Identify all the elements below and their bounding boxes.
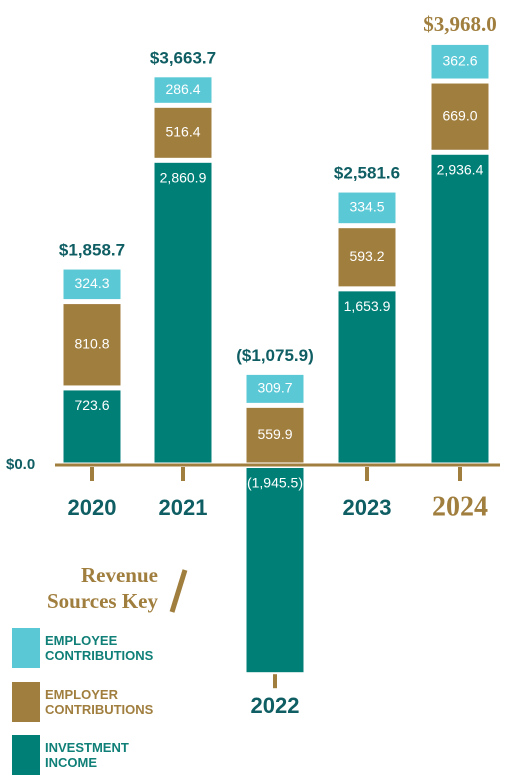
value-label: 516.4 bbox=[165, 124, 200, 140]
value-label: 2,936.4 bbox=[437, 161, 484, 177]
value-label: 810.8 bbox=[74, 335, 109, 351]
bar-segment bbox=[246, 374, 304, 403]
y-tick-label: $0.0 bbox=[6, 456, 35, 473]
legend-swatch bbox=[12, 682, 40, 722]
bar-segment bbox=[431, 44, 489, 79]
x-tick-label: 2023 bbox=[343, 495, 392, 520]
bar-segment bbox=[63, 390, 121, 463]
bar-segment bbox=[431, 83, 489, 150]
legend-label: EMPLOYEE CONTRIBUTIONS bbox=[45, 633, 154, 663]
value-label: 324.3 bbox=[74, 275, 109, 291]
slash bbox=[169, 569, 188, 613]
bar-segment bbox=[338, 291, 396, 463]
tick-stub bbox=[365, 467, 369, 481]
bar-segment bbox=[338, 192, 396, 224]
tick-stub bbox=[273, 674, 277, 689]
value-label: 1,653.9 bbox=[344, 298, 391, 314]
value-label: 2,860.9 bbox=[160, 170, 207, 186]
value-label: 309.7 bbox=[257, 380, 292, 396]
value-label: 723.6 bbox=[74, 397, 109, 413]
value-label: 559.9 bbox=[257, 426, 292, 442]
x-tick-label: 2024 bbox=[432, 491, 488, 522]
legend-swatch bbox=[12, 735, 40, 775]
legend-label: INVESTMENT INCOME bbox=[45, 740, 129, 770]
value-label: 286.4 bbox=[165, 81, 200, 97]
bar-segment bbox=[154, 162, 212, 463]
total-label: ($1,075.9) bbox=[236, 346, 314, 365]
bar-segment bbox=[154, 77, 212, 103]
legend-label: EMPLOYER CONTRIBUTIONS bbox=[45, 687, 154, 717]
bar-segment bbox=[63, 304, 121, 386]
total-label: $1,858.7 bbox=[59, 241, 125, 260]
legend-title: Revenue bbox=[81, 563, 158, 587]
x-tick-label: 2020 bbox=[68, 495, 117, 520]
bar-segment bbox=[63, 269, 121, 300]
bar-segment bbox=[154, 107, 212, 158]
total-label: $3,968.0 bbox=[423, 12, 497, 36]
bar-segment bbox=[246, 407, 304, 463]
value-label: 362.6 bbox=[442, 52, 477, 68]
value-label: 669.0 bbox=[442, 107, 477, 123]
tick-stub bbox=[90, 467, 94, 481]
legend-title: Sources Key bbox=[47, 589, 159, 613]
x-tick-label: 2021 bbox=[159, 495, 208, 520]
tick-stub bbox=[181, 467, 185, 481]
x-tick-label: 2022 bbox=[251, 693, 300, 718]
value-label: 593.2 bbox=[349, 248, 384, 264]
legend-swatch bbox=[12, 628, 40, 668]
tick-stub bbox=[458, 467, 462, 481]
total-label: $2,581.6 bbox=[334, 164, 400, 183]
bar-segment bbox=[338, 228, 396, 287]
total-label: $3,663.7 bbox=[150, 48, 216, 67]
value-label: 334.5 bbox=[349, 199, 384, 215]
value-label: (1,945.5) bbox=[247, 475, 303, 491]
bar-segment bbox=[246, 468, 304, 673]
bar-segment bbox=[431, 154, 489, 463]
